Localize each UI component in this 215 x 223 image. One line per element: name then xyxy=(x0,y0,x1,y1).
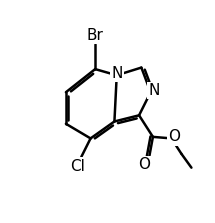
Text: Cl: Cl xyxy=(70,159,85,174)
Text: O: O xyxy=(169,129,180,144)
Text: N: N xyxy=(148,83,159,98)
Text: Br: Br xyxy=(87,28,104,43)
Text: N: N xyxy=(111,66,122,81)
Text: O: O xyxy=(138,157,150,172)
